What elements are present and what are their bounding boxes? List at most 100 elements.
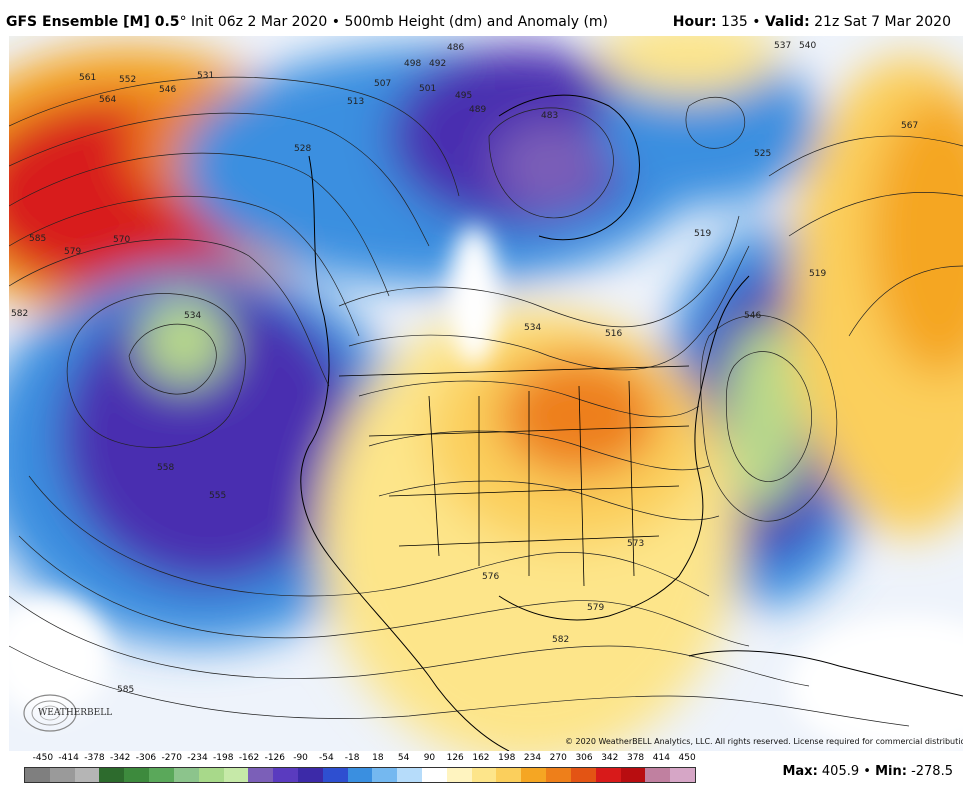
contour-line [768,135,963,177]
coastlines [300,94,963,751]
colorbar-tick-label: -378 [84,753,105,763]
contour-label: 582 [11,309,28,319]
colorbar-swatch [273,768,298,782]
init-time: Init 06z 2 Mar 2020 [191,14,328,30]
border [578,385,585,587]
colorbar-swatch [248,768,274,782]
contour-label: 576 [482,572,499,582]
contour-line [348,245,750,371]
colorbar-swatch [546,768,571,782]
contour-label: 525 [754,149,771,159]
colorbar-swatch [347,768,373,782]
atlantic-ridge-core [869,96,963,376]
contour-line [9,76,460,197]
degree-symbol: ° [179,14,187,30]
colorbar-swatch [670,768,695,782]
contour-label: 561 [79,73,96,83]
height-contours [9,76,963,727]
contour-label: 495 [455,91,472,101]
border [428,395,440,557]
contour-label: 507 [374,79,391,89]
colorbar-tick-label: -198 [213,753,234,763]
colorbar-swatch [149,768,174,782]
contour-line [9,645,910,727]
colorbar-ticks: -450 -414 -378 -342 -306 -270 -234 -198 -162 -126… [18,753,718,765]
contour-label: 585 [29,234,46,244]
colorbar-tick-label: -162 [238,753,260,763]
contour-label: 519 [809,269,826,279]
us-ridge-core [499,356,659,476]
contour-line [9,238,330,387]
colorbar-tick-label: -342 [109,753,131,763]
colorbar-tick-label: -126 [264,753,286,763]
colorbar-swatch [645,768,671,782]
colorbar-tick-label: 18 [372,753,384,763]
valid-value: 21z Sat 7 Mar 2020 [814,14,951,30]
logo-swirl [23,694,77,732]
colorbar-tick-label: -450 [32,753,54,763]
colorbar-swatch [25,768,50,782]
border [338,365,690,377]
colorbar-tick-label: -54 [318,753,334,763]
contour-label: 567 [901,121,918,131]
max-value: 405.9 [821,764,860,779]
contour-label: 486 [447,43,464,53]
bullet: • [752,14,761,30]
border [388,485,680,497]
header-left: GFS Ensemble [M] 0.5° Init 06z 2 Mar 202… [6,14,608,30]
colorbar-tick-label: -18 [344,753,360,763]
bullet: • [331,14,341,30]
contour-label: 552 [119,75,136,85]
colorbar-swatch [595,768,621,782]
plains-neutral [449,226,499,366]
colorbar-tick-label: 378 [626,753,645,763]
model-name: GFS Ensemble [M] 0.5 [6,14,180,30]
colorbar-tick-label: 90 [423,753,436,763]
contour-label: 558 [157,463,174,473]
contour-label: 534 [184,311,201,321]
canada-low-center [494,121,604,211]
contour-label: 501 [419,84,436,94]
contour-line [848,265,963,337]
contour-line [9,152,390,297]
contour-label: 582 [552,635,569,645]
contour-line [9,112,430,247]
colorbar [24,767,696,783]
contour-line [788,192,963,237]
min-value: -278.5 [911,764,953,779]
colorbar-swatch [223,768,249,782]
west-coast [300,155,510,751]
anomaly-fields [9,36,963,751]
map-header: GFS Ensemble [M] 0.5° Init 06z 2 Mar 202… [0,0,963,36]
contour-label: 489 [469,105,486,115]
copyright-notice: © 2020 WeatherBELL Analytics, LLC. All r… [565,737,963,746]
contour-label: 492 [429,59,446,69]
contour-label: 483 [541,111,558,121]
contour-label: 573 [627,539,644,549]
contour-labels: 486 492 498 501 507 513 528 531 537 540 … [11,41,918,695]
contour-line [9,196,360,337]
contour-label: 537 [774,41,791,51]
caribbean [688,650,963,697]
contour-label: 570 [113,235,130,245]
pacific-sw-neutral [9,596,109,716]
colorbar-swatch [397,768,422,782]
colorbar-swatch [173,768,199,782]
valid-label: Valid: [764,14,810,30]
colorbar-tick-label: 414 [652,753,670,763]
colorbar-tick-label: 126 [446,753,464,763]
colorbar-swatch [74,768,100,782]
colorbar-swatch [322,768,348,782]
anomaly-details [9,226,963,751]
colorbar-tick-label: 306 [575,753,593,763]
colorbar-swatch [372,768,398,782]
contour-line [18,535,750,647]
contour-label: 528 [294,144,311,154]
ne-canada-warm [599,36,779,96]
colorbar-tick-label: -270 [161,753,182,763]
max-min-stats: Max: 405.9 • Min: -278.5 [782,764,953,779]
contour-label: 546 [744,311,761,321]
colorbar-swatch [446,768,472,782]
contour-label: 516 [605,329,622,339]
contour-line [338,215,740,328]
